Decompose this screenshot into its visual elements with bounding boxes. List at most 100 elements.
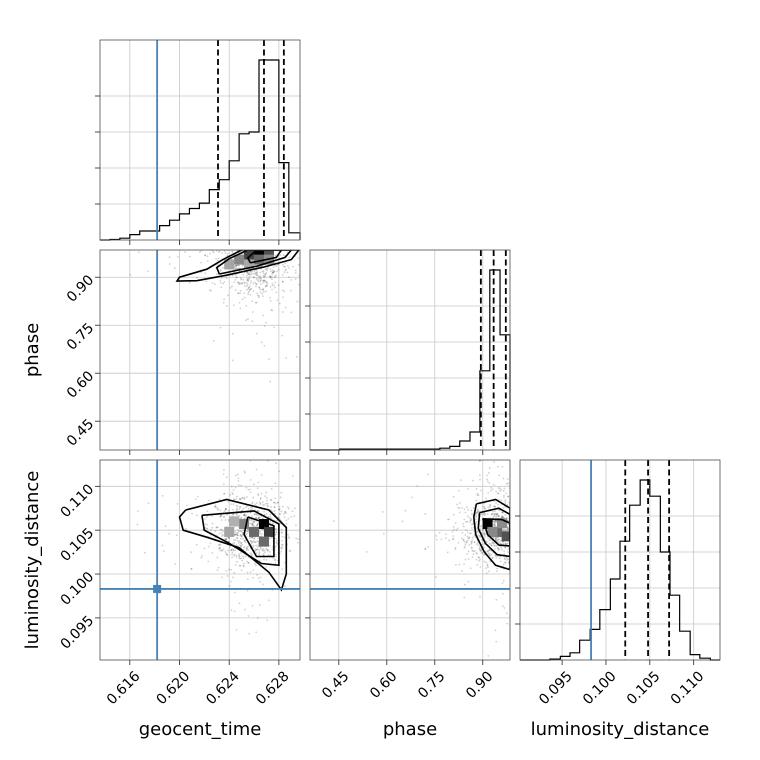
- density-cell: [496, 518, 507, 529]
- scatter-point: [232, 488, 235, 491]
- scatter-point: [257, 295, 260, 297]
- scatter-point: [257, 205, 259, 207]
- scatter-point: [198, 464, 201, 466]
- scatter-point: [261, 549, 264, 551]
- scatter-point: [511, 518, 513, 520]
- scatter-point: [259, 279, 262, 282]
- scatter-point: [238, 264, 241, 267]
- scatter-point: [275, 265, 278, 267]
- scatter-point: [516, 516, 518, 518]
- scatter-point: [207, 560, 210, 563]
- scatter-point: [248, 632, 251, 635]
- scatter-point: [251, 229, 253, 231]
- scatter-point: [190, 567, 193, 570]
- scatter-point: [226, 575, 229, 577]
- scatter-point: [252, 544, 255, 547]
- scatter-point: [469, 519, 472, 522]
- scatter-point: [490, 544, 493, 547]
- scatter-point: [266, 496, 268, 499]
- scatter-point: [245, 304, 248, 307]
- scatter-point: [211, 552, 214, 554]
- scatter-point: [221, 533, 224, 536]
- scatter-point: [521, 521, 523, 523]
- scatter-point: [271, 536, 274, 539]
- scatter-point: [234, 474, 237, 477]
- scatter-point: [225, 508, 227, 510]
- scatter-point: [262, 279, 265, 282]
- scatter-point: [288, 267, 290, 269]
- scatter-point: [230, 568, 232, 571]
- scatter-point: [262, 279, 265, 282]
- x-tick-label: 0.90: [463, 668, 496, 701]
- scatter-point: [236, 537, 239, 540]
- scatter-point: [273, 510, 276, 512]
- scatter-point: [532, 528, 534, 530]
- scatter-point: [253, 270, 256, 272]
- scatter-point: [236, 227, 238, 229]
- scatter-point: [500, 499, 503, 502]
- scatter-point: [476, 563, 479, 566]
- scatter-point: [238, 301, 241, 304]
- scatter-point: [296, 541, 299, 544]
- scatter-point: [219, 326, 222, 329]
- scatter-point: [478, 534, 481, 537]
- scatter-point: [255, 269, 258, 271]
- scatter-point: [249, 288, 252, 291]
- scatter-point: [230, 609, 233, 612]
- scatter-point: [264, 285, 267, 288]
- panel-frame-geocent-time: [99, 39, 301, 241]
- scatter-point: [480, 525, 482, 528]
- scatter-point: [235, 268, 237, 270]
- scatter-point: [300, 265, 302, 267]
- scatter-point: [234, 539, 237, 541]
- scatter-point: [235, 222, 237, 224]
- scatter-point: [243, 513, 246, 515]
- scatter-point: [251, 501, 254, 504]
- scatter-point: [255, 564, 257, 567]
- scatter-point: [488, 504, 491, 507]
- scatter-point: [601, 540, 603, 542]
- scatter-point: [222, 195, 224, 197]
- scatter-point: [346, 538, 348, 540]
- scatter-point: [258, 237, 260, 239]
- scatter-point: [239, 498, 241, 501]
- scatter-point: [493, 521, 496, 524]
- scatter-point: [463, 563, 465, 566]
- scatter-point: [136, 523, 139, 526]
- scatter-point: [517, 523, 519, 525]
- scatter-point: [240, 545, 242, 548]
- scatter-point: [224, 507, 227, 510]
- scatter-point: [534, 517, 536, 519]
- scatter-point: [517, 513, 519, 515]
- scatter-point: [223, 469, 225, 471]
- scatter-point: [467, 508, 470, 511]
- scatter-point: [272, 522, 274, 525]
- scatter-point: [250, 238, 252, 240]
- scatter-point: [281, 280, 284, 283]
- scatter-point: [472, 550, 475, 552]
- scatter-point: [475, 558, 478, 561]
- scatter-point: [452, 513, 455, 516]
- scatter-point: [236, 246, 238, 248]
- scatter-point: [259, 502, 262, 505]
- scatter-point: [495, 556, 498, 559]
- scatter-point: [242, 557, 245, 560]
- scatter-point: [260, 229, 262, 231]
- scatter-point: [307, 527, 309, 529]
- scatter-point: [223, 298, 226, 301]
- scatter-point: [237, 480, 240, 482]
- scatter-point: [522, 511, 524, 513]
- scatter-point: [540, 514, 542, 516]
- scatter-point: [281, 532, 283, 534]
- scatter-point: [272, 557, 275, 560]
- scatter-point: [582, 518, 584, 520]
- scatter-point: [259, 576, 262, 579]
- scatter-point: [261, 270, 264, 273]
- scatter-point: [230, 503, 233, 505]
- scatter-point: [525, 563, 527, 565]
- scatter-point: [247, 228, 249, 230]
- scatter-point: [248, 231, 250, 233]
- scatter-point: [275, 274, 278, 277]
- scatter-point: [497, 555, 499, 558]
- scatter-point: [477, 534, 479, 537]
